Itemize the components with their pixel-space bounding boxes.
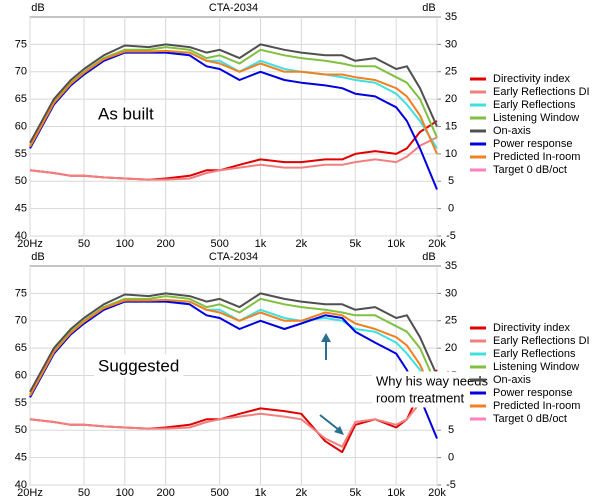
y2-tick-label: 30 (445, 38, 457, 50)
x-tick-label: 500 (210, 487, 228, 499)
series-line (29, 292, 438, 393)
y2-tick-label: 5 (448, 424, 454, 436)
series-line (29, 298, 438, 404)
y-tick-label: 60 (15, 369, 27, 381)
x-tick-label: 20Hz (17, 487, 43, 499)
legend-label: Listening Window (493, 112, 579, 124)
chart-title: CTA-2034 (209, 251, 258, 263)
series-line (29, 43, 438, 144)
y2-tick-label: 15 (445, 120, 457, 132)
legend-label: On-axis (493, 374, 531, 386)
x-tick-label: 20k (428, 487, 446, 499)
chart-title: CTA-2034 (209, 2, 258, 14)
y-tick-label: 75 (15, 38, 27, 50)
legend-label: Target 0 dB/oct (493, 413, 567, 425)
y2-tick-label: 30 (445, 287, 457, 299)
legend-label: On-axis (493, 125, 531, 137)
series-line (29, 49, 438, 155)
y2-axis-label: dB (422, 2, 435, 14)
annotation: Why his way needs (376, 373, 488, 388)
annotation-box (94, 102, 159, 126)
y2-tick-label: 5 (448, 175, 454, 187)
y-tick-label: 45 (15, 203, 27, 215)
legend-label: Listening Window (493, 361, 579, 373)
y-tick-label: 65 (15, 93, 27, 105)
x-tick-label: 2k (296, 238, 308, 250)
arrowhead (334, 426, 344, 435)
x-tick-label: 50 (78, 487, 90, 499)
y2-tick-label: 35 (445, 260, 457, 272)
y2-tick-label: 35 (445, 11, 457, 23)
annotation-box (94, 354, 184, 378)
legend-label: Predicted In-room (493, 400, 580, 412)
y-tick-label: 55 (15, 397, 27, 409)
y2-tick-label: 10 (445, 148, 457, 160)
y-tick-label: 50 (15, 175, 27, 187)
x-tick-label: 20k (428, 238, 446, 250)
series-line (29, 300, 438, 439)
legend-label: Power response (493, 138, 573, 150)
legend-label: Early Reflections DI (493, 335, 590, 347)
x-tick-label: 1k (255, 238, 267, 250)
y-tick-label: 60 (15, 120, 27, 132)
x-tick-label: 50 (78, 238, 90, 250)
y-tick-label: 70 (15, 66, 27, 78)
y-tick-label: 70 (15, 315, 27, 327)
series-line (29, 385, 438, 448)
x-tick-label: 100 (116, 487, 134, 499)
x-tick-label: 200 (156, 487, 174, 499)
y-tick-label: 55 (15, 148, 27, 160)
y2-tick-label: 25 (445, 66, 457, 78)
annotation: room treatment (376, 390, 465, 405)
x-tick-label: 20Hz (17, 238, 43, 250)
x-tick-label: 10k (387, 238, 405, 250)
annotation-box (372, 371, 493, 391)
x-tick-label: 100 (116, 238, 134, 250)
y-tick-label: 45 (15, 452, 27, 464)
legend-label: Target 0 dB/oct (493, 164, 567, 176)
y-axis-label: dB (31, 2, 44, 14)
y2-axis-label: dB (422, 251, 435, 263)
y-tick-label: 40 (15, 479, 27, 491)
annotation: Suggested (98, 356, 179, 375)
y-tick-label: 50 (15, 424, 27, 436)
x-tick-label: 200 (156, 238, 174, 250)
arrowhead (321, 333, 331, 342)
x-tick-label: 5k (350, 238, 362, 250)
annotation-marks (319, 333, 344, 435)
y-tick-label: 75 (15, 287, 27, 299)
legend-label: Early Reflections (493, 348, 576, 360)
y2-tick-label: 20 (445, 93, 457, 105)
y2-tick-label: 0 (448, 203, 454, 215)
y2-tick-label: 20 (445, 342, 457, 354)
series-line (29, 136, 438, 181)
x-tick-label: 1k (255, 487, 267, 499)
legend-label: Directivity index (493, 73, 571, 85)
legend-label: Early Reflections (493, 99, 576, 111)
x-tick-label: 10k (387, 487, 405, 499)
y-tick-label: 65 (15, 342, 27, 354)
y2-tick-label: 25 (445, 315, 457, 327)
x-tick-label: 2k (296, 487, 308, 499)
y2-tick-label: -5 (446, 479, 456, 491)
annotation-box (372, 388, 469, 408)
y-tick-label: 40 (15, 230, 27, 242)
arrow (319, 414, 340, 431)
annotation: As built (98, 104, 154, 123)
legend-label: Early Reflections DI (493, 86, 590, 98)
legend-label: Power response (493, 387, 573, 399)
x-tick-label: 500 (210, 238, 228, 250)
x-tick-label: 5k (350, 487, 362, 499)
y2-tick-label: 0 (448, 452, 454, 464)
legend-label: Predicted In-room (493, 151, 580, 163)
legend-label: Directivity index (493, 322, 571, 334)
y2-tick-label: -5 (446, 230, 456, 242)
series-line (29, 51, 438, 190)
y-axis-label: dB (31, 251, 44, 263)
